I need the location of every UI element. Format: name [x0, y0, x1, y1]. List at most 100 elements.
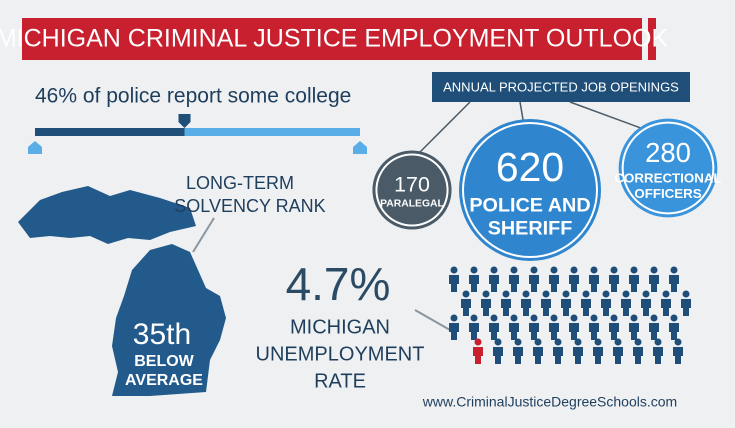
person-icon [529, 314, 539, 340]
bubble-value: 280 [645, 137, 691, 168]
person-icon [561, 290, 571, 316]
bubble-value: 620 [496, 144, 564, 190]
unemployment-label: MICHIGAN [290, 316, 390, 338]
person-body [589, 275, 599, 292]
person-body [541, 299, 551, 316]
person-head [554, 338, 562, 346]
person-icon [553, 338, 563, 364]
person-icon [569, 314, 579, 340]
person-head [574, 338, 582, 346]
person-icon [613, 338, 623, 364]
person-icon [649, 314, 659, 340]
person-body [481, 299, 491, 316]
person-head [602, 290, 610, 298]
person-body [613, 347, 623, 364]
lower-peninsula [112, 244, 226, 396]
person-icon [501, 290, 511, 316]
person-body [489, 275, 499, 292]
person-icon [489, 314, 499, 340]
person-body [449, 275, 459, 292]
person-body [653, 347, 663, 364]
unemployment-rate: 4.7% [286, 258, 391, 310]
solvency-heading: SOLVENCY RANK [174, 196, 325, 216]
person-head [570, 266, 578, 274]
person-icon [473, 338, 483, 364]
person-icon [641, 290, 651, 316]
person-head [610, 266, 618, 274]
person-head [570, 314, 578, 322]
person-head [542, 290, 550, 298]
person-icon [569, 266, 579, 292]
person-body [521, 299, 531, 316]
person-icon [593, 338, 603, 364]
person-head [650, 266, 658, 274]
person-body [553, 347, 563, 364]
person-icon [609, 314, 619, 340]
person-icon [633, 338, 643, 364]
person-icon [573, 338, 583, 364]
upper-peninsula [18, 186, 196, 244]
person-icon [629, 314, 639, 340]
person-body [573, 347, 583, 364]
openings-header-box [432, 72, 690, 102]
bar-track [35, 128, 360, 136]
person-body [629, 275, 639, 292]
bubble-value: 170 [394, 173, 430, 197]
person-body [649, 275, 659, 292]
person-body [469, 275, 479, 292]
title: MICHIGAN CRIMINAL JUSTICE EMPLOYMENT OUT… [0, 25, 668, 53]
person-body [461, 299, 471, 316]
person-head [630, 314, 638, 322]
person-body [669, 275, 679, 292]
person-body [561, 299, 571, 316]
person-head [682, 290, 690, 298]
person-icon [461, 290, 471, 316]
person-head [590, 314, 598, 322]
person-head [514, 338, 522, 346]
person-head [490, 266, 498, 274]
person-body [569, 323, 579, 340]
person-icon [601, 290, 611, 316]
person-icon [513, 338, 523, 364]
bar-fill [35, 128, 185, 136]
person-icon [449, 314, 459, 340]
person-icon [589, 314, 599, 340]
person-head [582, 290, 590, 298]
person-head [450, 314, 458, 322]
person-body [549, 323, 559, 340]
person-body [529, 275, 539, 292]
person-head [614, 338, 622, 346]
person-head [470, 314, 478, 322]
person-head [494, 338, 502, 346]
person-body [669, 323, 679, 340]
person-head [610, 314, 618, 322]
bubble-label: SHERIFF [488, 218, 573, 240]
person-icon [661, 290, 671, 316]
person-body [661, 299, 671, 316]
url: www.CriminalJusticeDegreeSchools.com [422, 394, 677, 410]
openings-header: ANNUAL PROJECTED JOB OPENINGS [443, 79, 679, 94]
person-icon [549, 314, 559, 340]
person-body [449, 323, 459, 340]
person-icon [669, 266, 679, 292]
solvency-rating: BELOW [134, 353, 194, 370]
person-icon [621, 290, 631, 316]
solvency-heading: LONG-TERM [186, 173, 294, 193]
person-icon [581, 290, 591, 316]
person-head [474, 338, 482, 346]
person-icon [449, 266, 459, 292]
bubble-label: CORRECTIONAL [614, 171, 721, 186]
person-head [450, 266, 458, 274]
person-head [634, 338, 642, 346]
person-icon [521, 290, 531, 316]
college-text: 46% of police report some college [35, 85, 351, 108]
person-body [549, 275, 559, 292]
title-accent [648, 18, 656, 60]
person-head [462, 290, 470, 298]
person-body [609, 275, 619, 292]
person-icon [609, 266, 619, 292]
person-body [533, 347, 543, 364]
person-head [534, 338, 542, 346]
person-head [662, 290, 670, 298]
